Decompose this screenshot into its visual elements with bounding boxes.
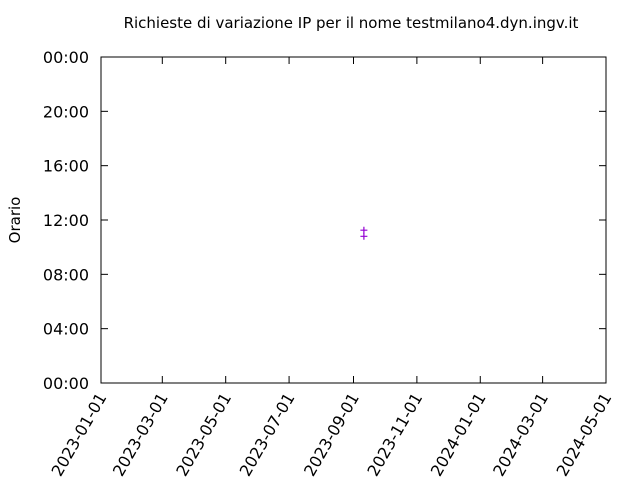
x-tick-label: 2023-01-01 bbox=[48, 390, 111, 480]
x-tick-label: 2023-09-01 bbox=[300, 390, 363, 480]
y-tick-label: 16:00 bbox=[43, 157, 89, 176]
x-tick-label: 2024-01-01 bbox=[427, 390, 490, 480]
y-tick-label: 12:00 bbox=[43, 211, 89, 230]
y-tick-label: 04:00 bbox=[43, 320, 89, 339]
x-tick-label: 2023-05-01 bbox=[172, 390, 235, 480]
chart-title: Richieste di variazione IP per il nome t… bbox=[124, 14, 579, 32]
y-tick-label: 00:00 bbox=[43, 48, 89, 67]
x-tick-label: 2024-03-01 bbox=[489, 390, 552, 480]
point bbox=[360, 226, 368, 234]
x-tick-label: 2023-11-01 bbox=[363, 390, 426, 480]
y-tick-label: 00:00 bbox=[43, 374, 89, 393]
y-tick-label: 20:00 bbox=[43, 102, 89, 121]
plot-frame bbox=[100, 56, 607, 384]
point bbox=[360, 232, 368, 240]
x-tick-label: 2024-05-01 bbox=[553, 390, 616, 480]
x-tick-label: 2023-07-01 bbox=[236, 390, 299, 480]
y-axis-label: Orario bbox=[6, 197, 24, 244]
x-tick-label: 2023-03-01 bbox=[109, 390, 172, 480]
y-tick-label: 08:00 bbox=[43, 265, 89, 284]
